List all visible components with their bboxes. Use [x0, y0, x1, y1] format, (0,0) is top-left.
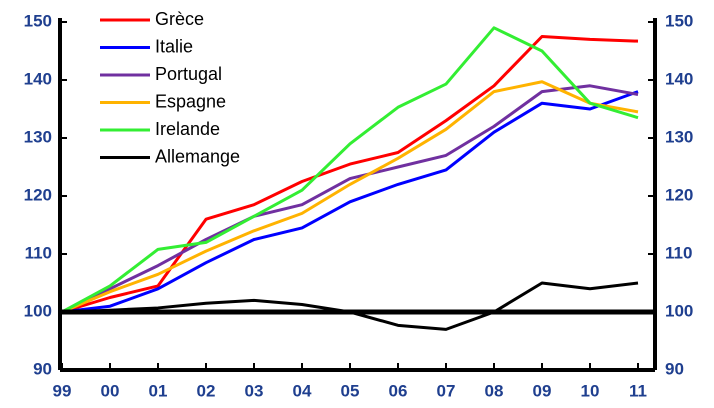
x-tick-label: 02 — [197, 381, 216, 400]
legend-label: Espagne — [155, 91, 226, 111]
legend-label: Irelande — [155, 119, 220, 139]
y2-tick-label: 150 — [665, 11, 693, 30]
y-tick-label: 120 — [24, 185, 52, 204]
y-tick-label: 150 — [24, 11, 52, 30]
y2-tick-label: 100 — [665, 301, 693, 320]
legend-label: Portugal — [155, 64, 222, 84]
series-line — [61, 281, 639, 331]
y2-tick-label: 90 — [665, 359, 684, 378]
legend-label: Italie — [155, 36, 193, 56]
x-tick-label: 99 — [53, 381, 72, 400]
x-tick-label: 08 — [485, 381, 504, 400]
x-tick-label: 06 — [389, 381, 408, 400]
x-tick-label: 04 — [293, 381, 312, 400]
legend-label: Allemange — [155, 146, 240, 166]
y2-tick-label: 120 — [665, 185, 693, 204]
x-tick-label: 03 — [245, 381, 264, 400]
y-tick-label: 90 — [33, 359, 52, 378]
y2-tick-label: 110 — [665, 243, 692, 262]
series-line — [61, 26, 639, 314]
x-tick-label: 07 — [437, 381, 456, 400]
y-tick-label: 100 — [24, 301, 52, 320]
series-line — [61, 84, 639, 314]
legend-label: Grèce — [155, 9, 204, 29]
y-tick-label: 130 — [24, 127, 52, 146]
x-tick-label: 00 — [101, 381, 120, 400]
x-tick-label: 05 — [341, 381, 360, 400]
y-tick-label: 110 — [25, 243, 52, 262]
series-line — [61, 90, 639, 314]
x-tick-label: 10 — [581, 381, 600, 400]
y2-tick-label: 140 — [665, 69, 693, 88]
series-line — [61, 35, 639, 314]
x-tick-label: 01 — [149, 381, 168, 400]
series-line — [61, 80, 639, 314]
y-tick-label: 140 — [24, 69, 52, 88]
x-tick-label: 09 — [533, 381, 552, 400]
x-tick-label: 11 — [629, 381, 647, 400]
y2-tick-label: 130 — [665, 127, 693, 146]
